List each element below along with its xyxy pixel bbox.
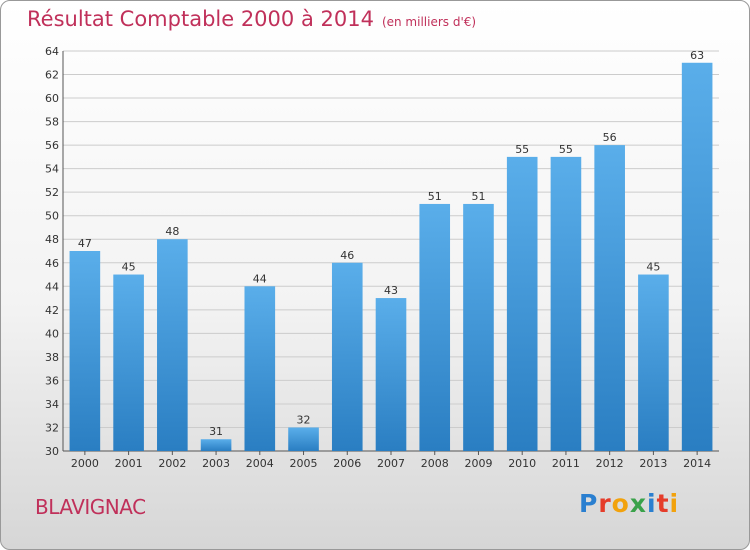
label-layer: 47 2000 45 2001 48 2002 31 2003 44 2004 32 2005 46 20… <box>71 49 711 470</box>
data-label-2005: 32 <box>297 413 311 426</box>
x-tick-label-2011: 2011 <box>552 457 580 470</box>
proxiti-logo: Proxiti <box>579 489 679 518</box>
x-tick-label-2004: 2004 <box>246 457 274 470</box>
data-label-2009: 51 <box>471 190 485 203</box>
data-label-2000: 47 <box>78 237 92 250</box>
logo-letter: x <box>629 489 647 518</box>
y-tick-label: 54 <box>45 163 59 176</box>
chart-title: Résultat Comptable 2000 à 2014 (en millie… <box>27 7 476 31</box>
logo-letter: i <box>647 489 657 518</box>
x-tick-label-2009: 2009 <box>464 457 492 470</box>
y-tick-label: 46 <box>45 257 59 270</box>
y-tick-label: 64 <box>45 45 59 58</box>
bar-2010 <box>506 156 538 451</box>
data-label-2014: 63 <box>690 49 704 62</box>
bar-layer <box>69 62 713 451</box>
bar-2000 <box>69 251 101 451</box>
logo-letter: P <box>579 489 599 518</box>
data-label-2007: 43 <box>384 284 398 297</box>
bar-2005 <box>288 427 319 451</box>
bar-2002 <box>157 239 188 451</box>
y-tick-label: 32 <box>45 421 59 434</box>
y-tick-label: 60 <box>45 92 59 105</box>
logo-letter: r <box>598 489 612 518</box>
data-label-2002: 48 <box>165 225 179 238</box>
x-tick-label-2005: 2005 <box>290 457 318 470</box>
bar-2008 <box>419 203 451 451</box>
y-tick-label: 44 <box>45 280 59 293</box>
x-tick-label-2012: 2012 <box>596 457 624 470</box>
y-tick-label: 30 <box>45 445 59 458</box>
x-tick-label-2007: 2007 <box>377 457 405 470</box>
x-tick-label-2000: 2000 <box>71 457 99 470</box>
y-tick-label: 38 <box>45 351 59 364</box>
x-tick-label-2010: 2010 <box>508 457 536 470</box>
bar-2007 <box>375 298 407 451</box>
y-tick-label: 42 <box>45 304 59 317</box>
logo-letter: o <box>611 489 630 518</box>
bar-2011 <box>550 156 582 451</box>
data-label-2004: 44 <box>253 272 267 285</box>
y-tick-label: 36 <box>45 374 59 387</box>
x-tick-label-2013: 2013 <box>639 457 667 470</box>
y-tick-label: 56 <box>45 139 59 152</box>
axis-layer: 30 32 34 36 38 40 42 44 46 48 50 52 54 56 58 60 62 64 <box>45 45 719 458</box>
x-tick-label-2008: 2008 <box>421 457 449 470</box>
data-label-2008: 51 <box>428 190 442 203</box>
y-tick-label: 52 <box>45 186 59 199</box>
bar-2003 <box>200 439 232 451</box>
x-tick-label-2001: 2001 <box>115 457 143 470</box>
bar-2013 <box>638 274 669 451</box>
place-name: BLAVIGNAC <box>35 495 146 519</box>
logo-letter: i <box>669 489 680 518</box>
chart-unit: (en milliers d'€) <box>381 15 477 29</box>
x-tick-label-2002: 2002 <box>158 457 186 470</box>
y-tick-label: 34 <box>45 398 59 411</box>
bar-2006 <box>331 262 363 451</box>
y-tick-label: 58 <box>45 116 59 129</box>
data-label-2001: 45 <box>122 261 136 274</box>
y-tick-label: 62 <box>45 69 59 82</box>
x-tick-label-2003: 2003 <box>202 457 230 470</box>
data-label-2012: 56 <box>603 131 617 144</box>
data-label-2011: 55 <box>559 143 573 156</box>
x-tick-label-2006: 2006 <box>333 457 361 470</box>
y-tick-label: 48 <box>45 233 59 246</box>
logo-letter: t <box>656 489 670 518</box>
data-label-2013: 45 <box>646 261 660 274</box>
y-tick-label: 50 <box>45 210 59 223</box>
chart-title-text: Résultat Comptable 2000 à 2014 <box>27 7 374 31</box>
bar-2012 <box>594 145 625 451</box>
bar-2004 <box>244 286 276 451</box>
x-tick-label-2014: 2014 <box>683 457 711 470</box>
y-tick-label: 40 <box>45 327 59 340</box>
bar-2014 <box>681 62 713 451</box>
bar-2001 <box>113 274 144 451</box>
data-label-2003: 31 <box>209 425 223 438</box>
data-label-2006: 46 <box>340 249 354 262</box>
data-label-2010: 55 <box>515 143 529 156</box>
bar-2009 <box>463 203 494 451</box>
